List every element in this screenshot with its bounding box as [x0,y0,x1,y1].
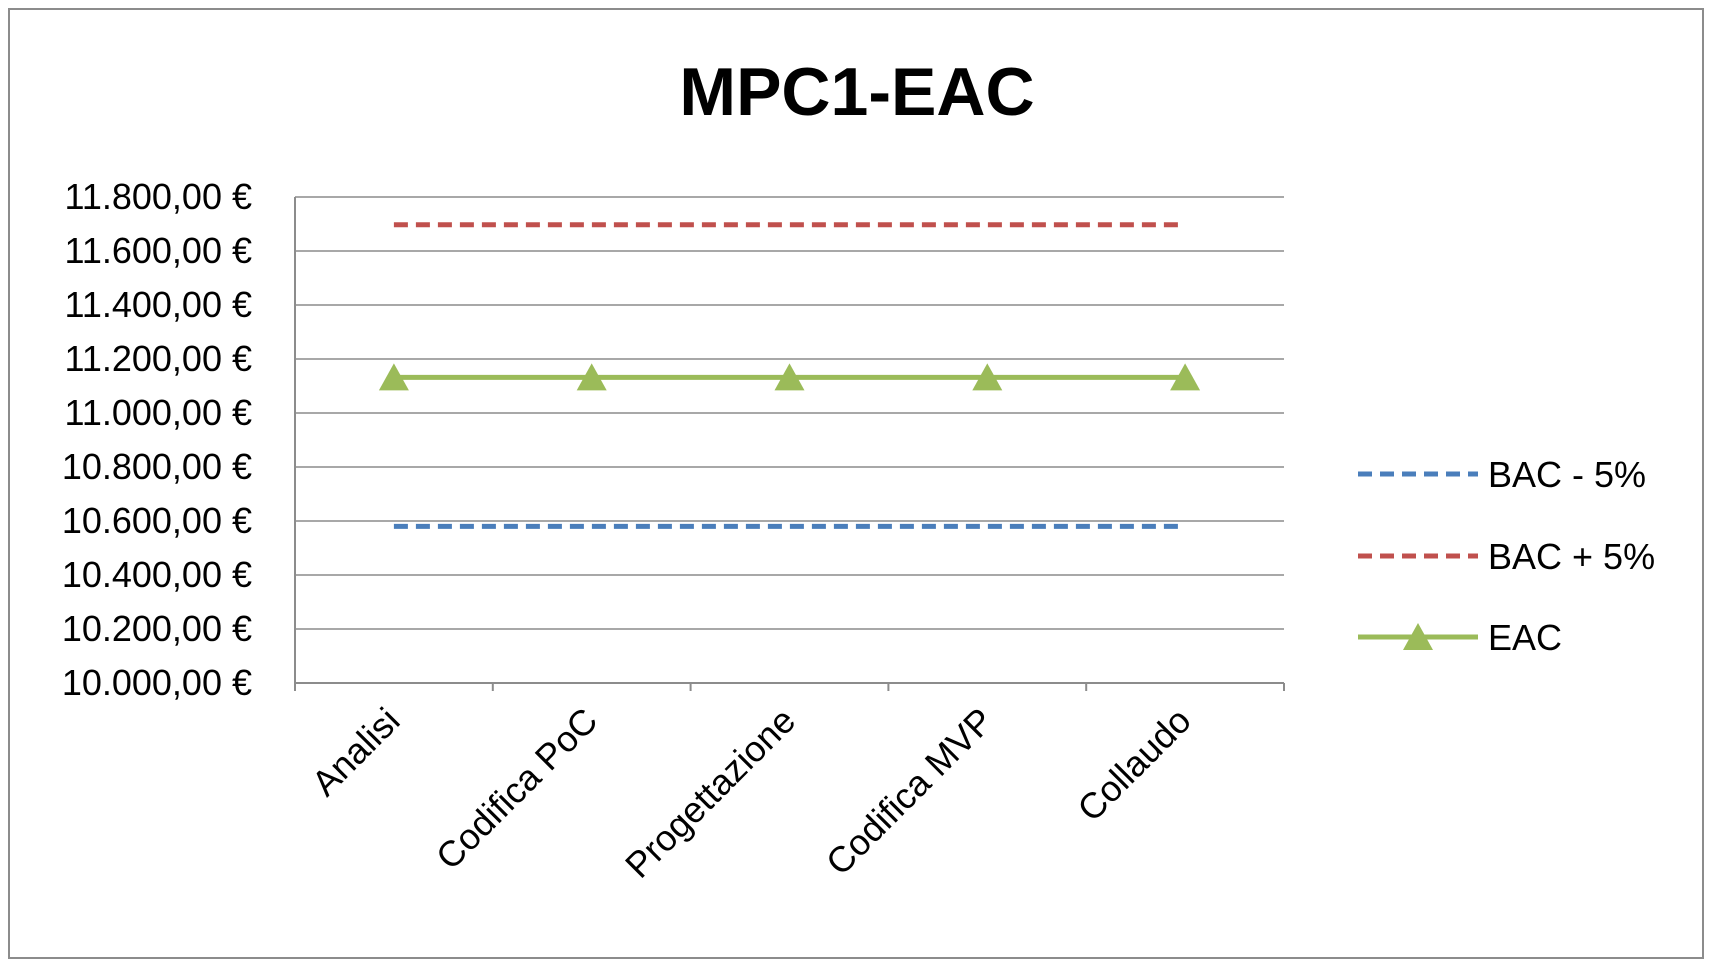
chart-frame [8,8,1704,959]
legend: BAC - 5% BAC + 5% EAC [1358,454,1655,658]
y-tick-label: 10.600,00 € [62,500,252,541]
chart-title: MPC1-EAC [679,54,1034,130]
y-tick-label: 10.800,00 € [62,446,252,487]
y-tick-label: 10.000,00 € [62,662,252,703]
data-point-marker [774,363,805,391]
data-point-marker [576,363,607,391]
y-tick-label: 11.600,00 € [64,230,252,271]
legend-marker [1403,623,1433,650]
y-tick-label: 10.400,00 € [62,554,252,595]
x-tick-label: Analisi [304,700,408,804]
data-point-marker [972,363,1003,391]
x-tick-label: Codifica MVP [818,700,1001,883]
legend-label: BAC - 5% [1488,454,1646,495]
x-tick-label: Codifica PoC [428,700,606,878]
x-tick-label: Progettazione [617,700,803,886]
y-tick-label: 11.000,00 € [64,392,252,433]
y-tick-label: 11.400,00 € [64,284,252,325]
y-tick-label: 10.200,00 € [62,608,252,649]
legend-label: BAC + 5% [1488,536,1655,577]
y-tick-label: 11.200,00 € [64,338,252,379]
y-tick-labels: 10.000,00 € 10.200,00 € 10.400,00 € 10.600,… [62,176,252,703]
y-tick-label: 11.800,00 € [64,176,252,217]
x-tick-labels: Analisi Codifica PoC Progettazione Codifica… [304,700,1199,886]
axes [294,197,1285,691]
data-point-marker [378,363,409,391]
grid-lines [295,196,1284,630]
data-point-marker [1170,363,1201,391]
x-tick-label: Collaudo [1069,700,1198,829]
series-group [378,222,1201,529]
legend-label: EAC [1488,617,1562,658]
